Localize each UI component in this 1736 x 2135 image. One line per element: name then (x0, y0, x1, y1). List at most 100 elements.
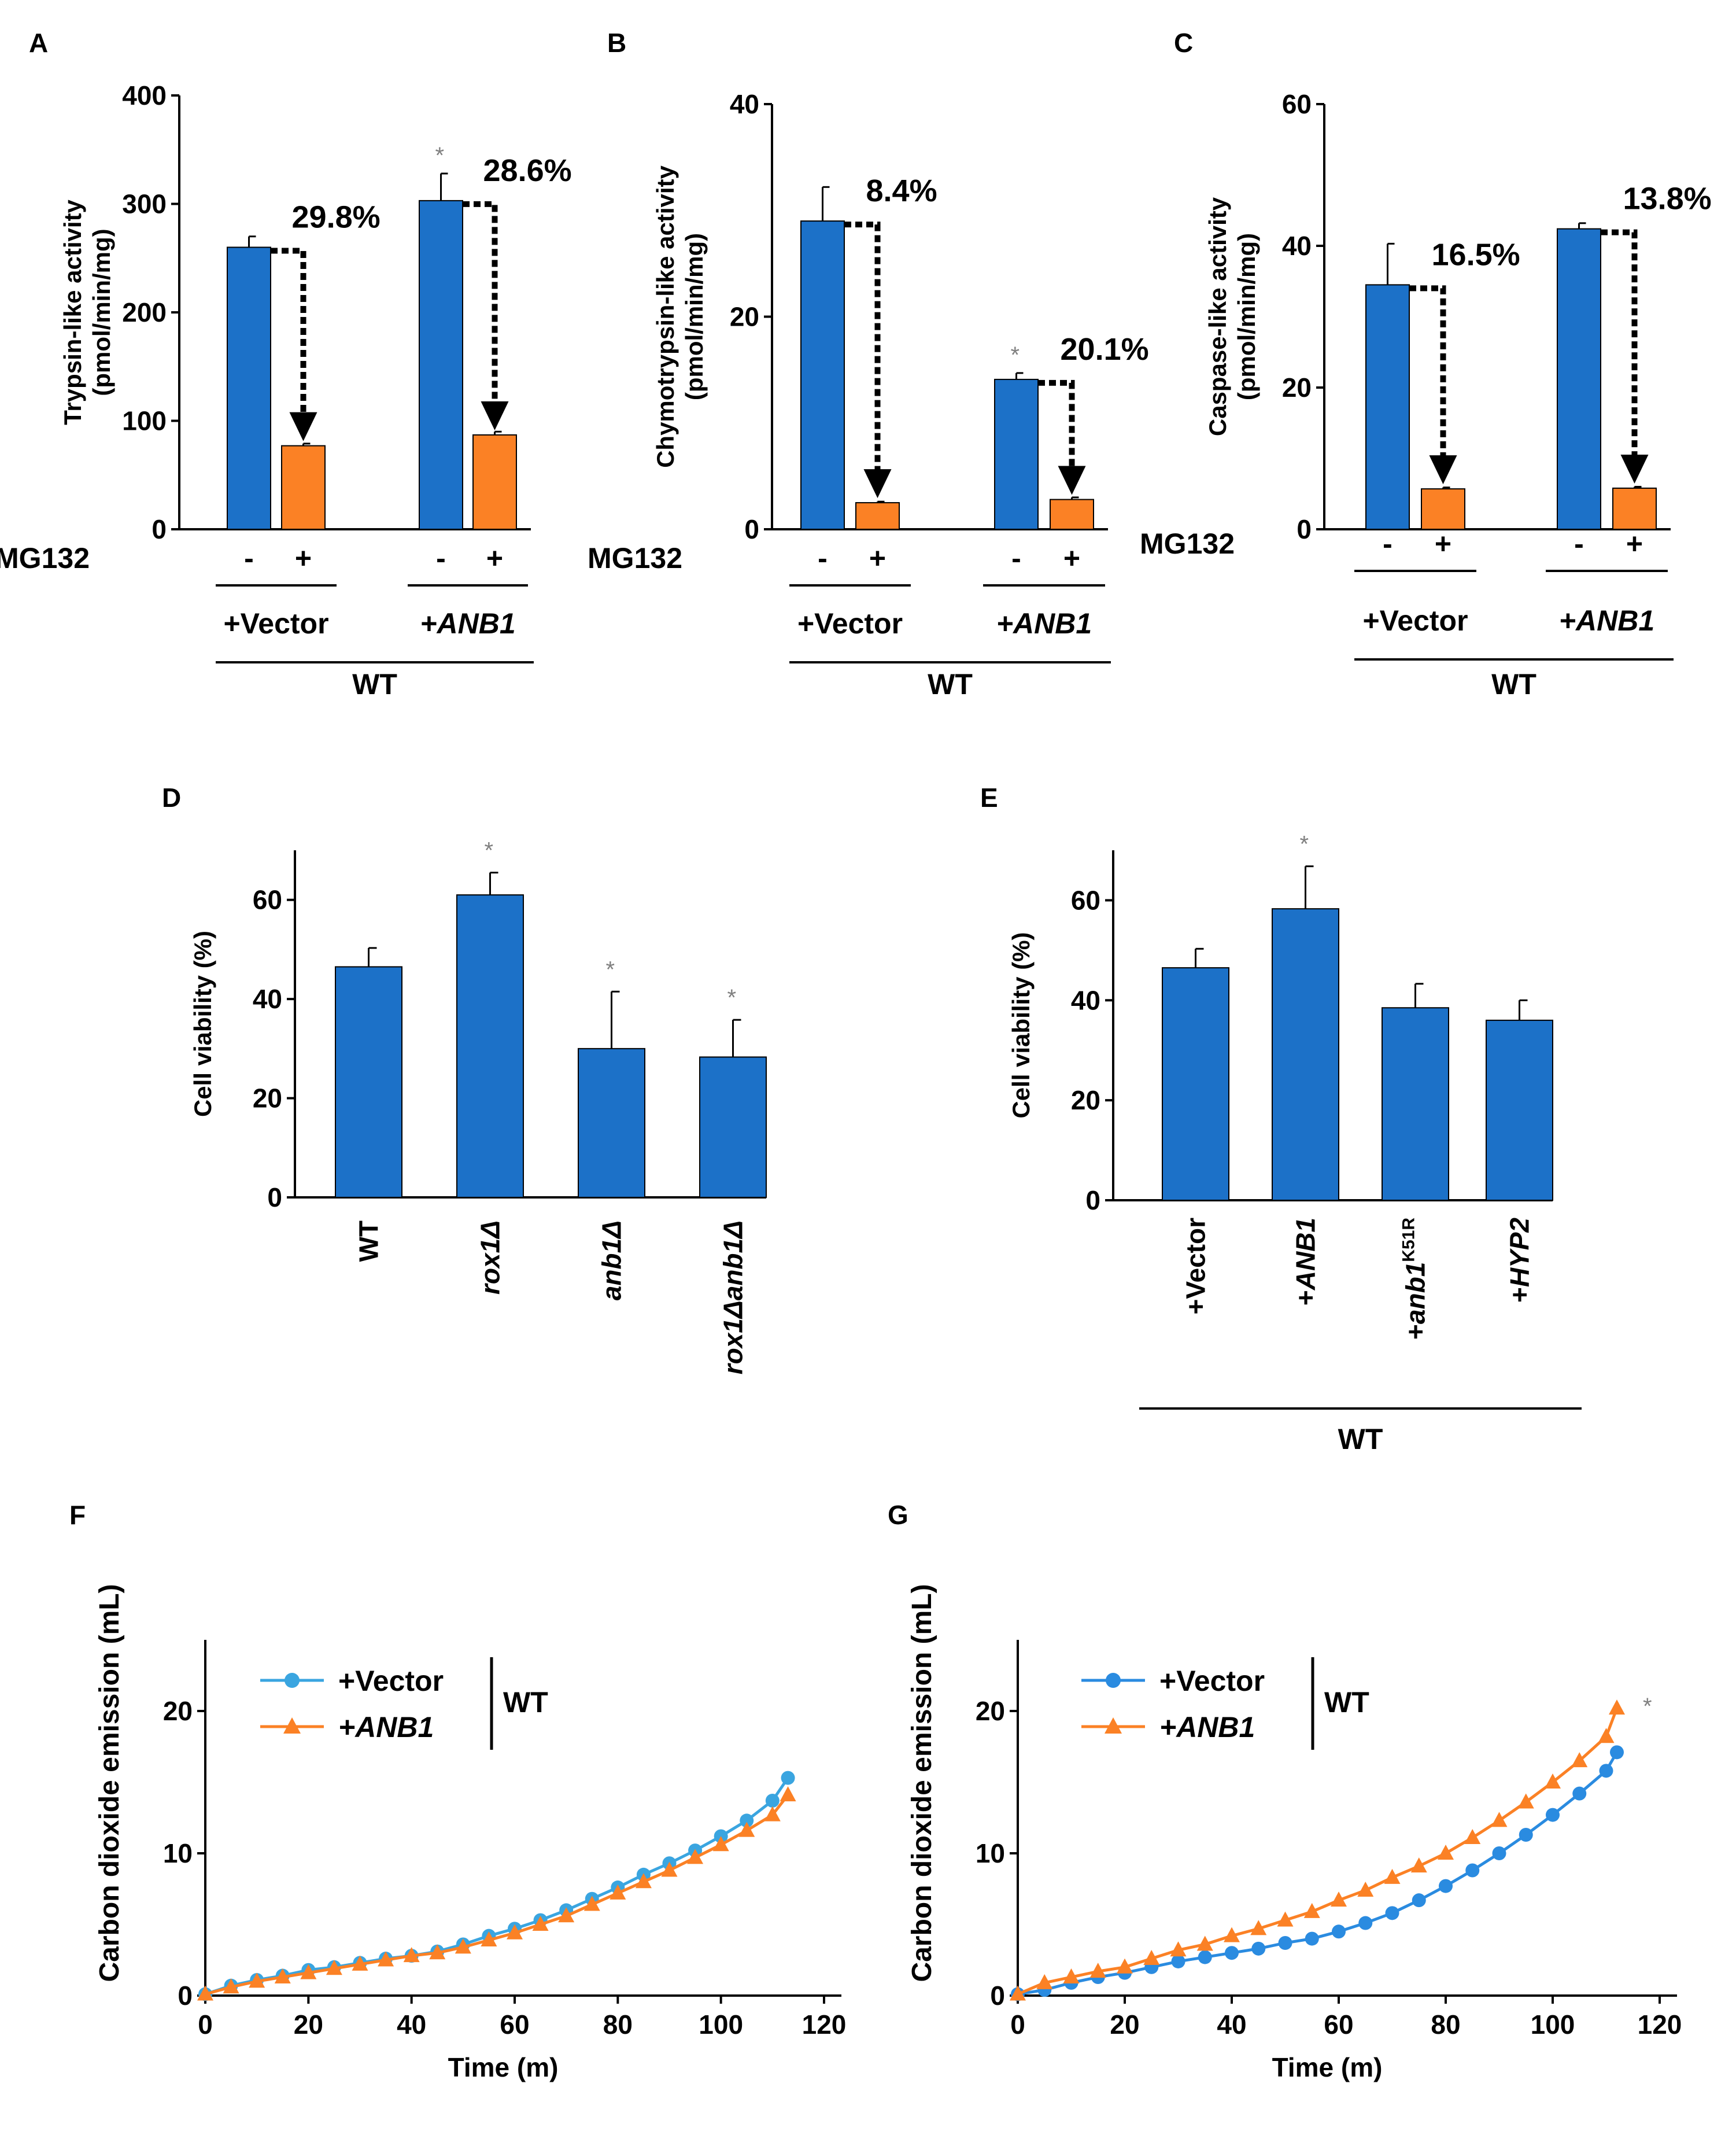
y-tick-label: 20 (976, 1696, 1005, 1726)
y-tick-label: 40 (1071, 985, 1100, 1015)
group-label: +ANB1 (996, 607, 1092, 640)
data-point (403, 1947, 420, 1963)
arrowhead (481, 401, 509, 430)
data-point (1305, 1931, 1319, 1946)
mg132-sign: + (869, 542, 886, 574)
y-tick-label: 20 (730, 302, 759, 332)
y-tick-label: 300 (122, 189, 167, 219)
bar (1421, 488, 1465, 530)
bar (227, 246, 271, 530)
data-point (558, 1907, 575, 1923)
x-tick-label: 0 (198, 2009, 213, 2040)
strain-label: WT (352, 668, 397, 700)
data-point (1332, 1924, 1346, 1939)
arrowhead (1429, 455, 1457, 485)
mg132-sign: - (1383, 528, 1393, 560)
category-label: +anb1K51R (1399, 1218, 1431, 1340)
bar (1612, 487, 1657, 530)
mg132-sign: - (244, 542, 254, 574)
x-tick-label: 120 (802, 2009, 847, 2040)
y-tick-label: 0 (267, 1182, 282, 1212)
y-axis-label: Chymotrypsin-like activity (652, 165, 679, 467)
x-tick-label: 80 (1431, 2009, 1460, 2040)
data-point (1599, 1764, 1613, 1778)
data-point (781, 1771, 795, 1785)
category-label: rox1Δanb1Δ (718, 1220, 748, 1374)
data-point (1143, 1950, 1160, 1966)
series-line (205, 1794, 789, 1996)
y-tick-label: 10 (976, 1838, 1005, 1868)
data-point (1170, 1941, 1187, 1957)
y-tick-label: 0 (178, 1981, 193, 2011)
x-tick-label: 40 (397, 2009, 426, 2040)
bar (1365, 284, 1410, 530)
y-tick-label: 100 (122, 406, 167, 436)
mg132-sign: - (1574, 528, 1584, 560)
x-axis-label: Time (m) (1272, 2052, 1383, 2082)
bar (456, 894, 524, 1198)
bar (578, 1048, 645, 1199)
bar (1382, 1007, 1449, 1201)
x-axis-label: Time (m) (448, 2052, 559, 2082)
mg132-sign: - (818, 542, 828, 574)
legend-label: +ANB1 (1159, 1711, 1255, 1743)
x-tick-label: 100 (699, 2009, 743, 2040)
mg132-sign: - (436, 542, 446, 574)
mg132-sign: - (1011, 542, 1021, 574)
y-tick-label: 60 (253, 885, 282, 915)
mg132-label: MG132 (0, 542, 90, 574)
data-point (583, 1896, 600, 1911)
x-tick-label: 20 (1110, 2009, 1139, 2040)
data-point (1609, 1699, 1625, 1715)
category-label: anb1Δ (597, 1220, 627, 1300)
data-point (1412, 1893, 1426, 1908)
legend-group-label: WT (503, 1686, 548, 1719)
bar (281, 445, 326, 530)
data-point (378, 1951, 394, 1967)
y-tick-label: 0 (152, 514, 167, 544)
panel-letter: C (1174, 28, 1193, 58)
arrowhead (289, 412, 317, 441)
data-point (1224, 1927, 1240, 1942)
data-point (1278, 1935, 1292, 1950)
x-tick-label: 60 (500, 2009, 529, 2040)
bar (1557, 228, 1601, 530)
legend-marker (1106, 1673, 1121, 1688)
legend-label: +Vector (338, 1665, 444, 1697)
reduction-arrow (844, 222, 881, 471)
data-point (1277, 1911, 1294, 1927)
y-tick-label: 60 (1282, 89, 1312, 119)
data-point (1439, 1879, 1453, 1893)
significance-star: * (606, 957, 615, 982)
data-point (1610, 1745, 1624, 1760)
reduction-arrow (463, 201, 498, 403)
data-point (1464, 1828, 1481, 1844)
group-label: +Vector (1362, 604, 1468, 637)
strain-label: WT (1491, 668, 1536, 700)
y-axis-label-units: (pmol/min/mg) (1233, 233, 1260, 400)
reduction-arrow (1601, 229, 1638, 456)
panel-b: B 0 20 40 Chymotrypsin-like activity (pmol/mi… (588, 28, 1149, 700)
bar (1272, 908, 1339, 1201)
data-point (1465, 1863, 1480, 1878)
data-point (780, 1786, 796, 1802)
y-tick-label: 10 (163, 1838, 193, 1868)
x-tick-label: 100 (1531, 2009, 1575, 2040)
x-tick-label: 40 (1217, 2009, 1246, 2040)
data-point (1491, 1812, 1508, 1827)
y-tick-label: 40 (730, 89, 759, 119)
data-point (1036, 1974, 1053, 1989)
panel-a: A 0 100 200 300 400 Trypsin-like activity (pmol… (0, 28, 572, 700)
arrowhead (1058, 466, 1086, 495)
data-point (1010, 1985, 1026, 2001)
panel-f: F 0 10 20 0 20 40 60 80 100 120 Carbon dioxide emis… (69, 1500, 846, 2082)
panel-letter: B (607, 28, 626, 58)
data-point (1546, 1808, 1560, 1822)
bar (1050, 499, 1094, 530)
x-tick-label: 0 (1010, 2009, 1025, 2040)
data-point (764, 1806, 781, 1821)
significance-star: * (727, 985, 737, 1011)
category-label: +Vector (1181, 1218, 1211, 1315)
legend-group-label: WT (1324, 1686, 1369, 1719)
legend-marker (1105, 1717, 1122, 1734)
